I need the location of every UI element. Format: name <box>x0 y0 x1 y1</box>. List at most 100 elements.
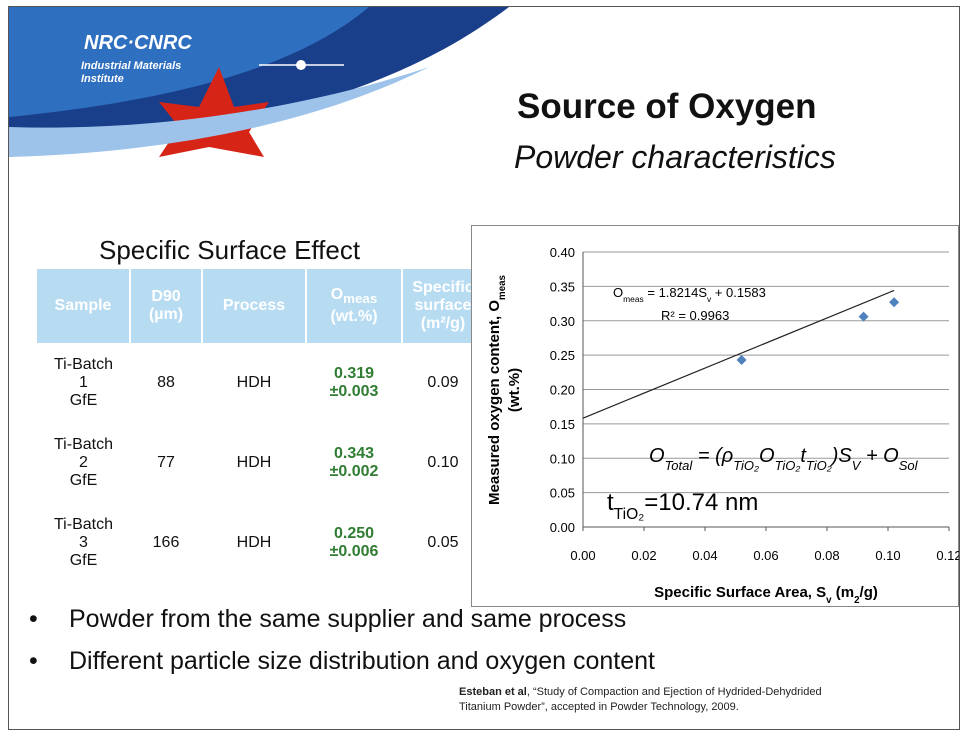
table-cell: 0.319±0.003 <box>306 343 402 423</box>
institute: Institute <box>81 73 124 85</box>
text-run: O <box>759 445 775 467</box>
bullet-text: Powder from the same supplier and same p… <box>69 605 626 633</box>
text-run: = 1.8214S <box>644 285 708 300</box>
cell-line: HDH <box>203 534 305 552</box>
column-header: D90(µm) <box>130 269 202 343</box>
r-squared: R² = 0.9963 <box>661 308 729 323</box>
text-run: + 0.1583 <box>711 285 766 300</box>
table-cell: Ti-Batch1GfE <box>37 343 130 423</box>
citation-author: Esteban et al <box>459 686 527 698</box>
slide: NRC·CNRC Industrial Materials Institute … <box>8 6 960 730</box>
x-tick-label: 0.08 <box>814 548 839 563</box>
text-run: Specific Surface Area, S <box>654 584 826 601</box>
subscript: meas <box>343 291 377 306</box>
cell-line: ±0.003 <box>307 383 401 401</box>
text-run: O <box>613 285 623 300</box>
cell-line: 77 <box>131 454 201 472</box>
table-cell: 77 <box>130 423 202 503</box>
text-run: =10.74 nm <box>644 489 758 516</box>
table-cell: 0.343±0.002 <box>306 423 402 503</box>
cell-line: 2 <box>38 454 129 472</box>
page: NRC·CNRC Industrial Materials Institute … <box>0 0 969 756</box>
y-tick-label: 0.10 <box>550 451 575 466</box>
cell-line: Ti-Batch <box>38 436 129 454</box>
header-line: D90 <box>132 288 200 306</box>
subscript: Total <box>665 458 694 473</box>
table-cell: 166 <box>130 503 202 583</box>
header-line: (wt.%) <box>308 308 400 326</box>
subscript: meas <box>623 294 644 304</box>
cell-line: HDH <box>203 454 305 472</box>
cell-line: ±0.006 <box>307 543 401 561</box>
text-run: /g) <box>860 584 878 601</box>
subtitle: Powder characteristics <box>514 139 836 176</box>
header-line: (µm) <box>132 306 200 324</box>
text-run: O <box>649 445 665 467</box>
table-cell: 0.250±0.006 <box>306 503 402 583</box>
cell-line: 0.343 <box>307 445 401 463</box>
cell-line: 0.250 <box>307 525 401 543</box>
bullet-text: Different particle size distribution and… <box>69 647 655 675</box>
subscript: Sol <box>899 458 919 473</box>
citation: Esteban et al, “Study of Compaction and … <box>459 685 822 715</box>
text-run: O <box>331 286 343 303</box>
text-run: )S <box>830 445 853 467</box>
subscript: meas <box>497 274 508 300</box>
y-tick-label: 0.00 <box>550 520 575 535</box>
subscript: TiO₂ <box>614 506 645 523</box>
cell-line: 88 <box>131 374 201 392</box>
institute: Industrial Materials <box>81 60 181 72</box>
table-row: Ti-Batch2GfE77HDH0.343±0.0020.10 <box>37 423 484 503</box>
cell-line: ±0.002 <box>307 463 401 481</box>
y-tick-label: 0.35 <box>550 279 575 294</box>
column-header: Process <box>202 269 306 343</box>
citation-text: , “Study of Compaction and Ejection of H… <box>527 686 822 698</box>
table-title: Specific Surface Effect <box>99 235 360 266</box>
citation-text: Titanium Powder”, accepted in Powder Tec… <box>459 701 739 713</box>
table-cell: 88 <box>130 343 202 423</box>
subscript: TiO₂ <box>806 458 832 473</box>
cell-line: 166 <box>131 534 201 552</box>
subscript: TiO₂ <box>775 458 801 473</box>
cell-line: GfE <box>38 472 129 490</box>
cell-line: GfE <box>38 552 129 570</box>
x-tick-label: 0.12 <box>936 548 959 563</box>
header-line: Omeas <box>308 286 400 308</box>
y-tick-label: 0.05 <box>550 486 575 501</box>
banner: NRC·CNRC Industrial Materials Institute <box>9 7 529 167</box>
table-cell: HDH <box>202 343 306 423</box>
y-tick-label: 0.25 <box>550 348 575 363</box>
table-cell: HDH <box>202 503 306 583</box>
text-run: = (ρ <box>692 445 733 467</box>
x-tick-label: 0.00 <box>570 548 595 563</box>
cell-line: Ti-Batch <box>38 516 129 534</box>
table-cell: HDH <box>202 423 306 503</box>
y-tick-label: 0.15 <box>550 417 575 432</box>
x-tick-label: 0.10 <box>875 548 900 563</box>
y-tick-label: 0.40 <box>550 245 575 260</box>
x-tick-label: 0.04 <box>692 548 717 563</box>
text-run: (m <box>832 584 855 601</box>
y-tick-label: 0.20 <box>550 383 575 398</box>
subscript: TiO₂ <box>733 458 759 473</box>
cell-line: GfE <box>38 392 129 410</box>
text-run: Measured oxygen content, O <box>486 300 503 505</box>
column-header: Sample <box>37 269 130 343</box>
y-tick-label: 0.30 <box>550 314 575 329</box>
cell-line: 3 <box>38 534 129 552</box>
chart: 0.00 0.05 0.10 0.15 0.20 0.25 0.30 0.35 0.40 0.00… <box>471 225 959 607</box>
bullet: •Powder from the same supplier and same … <box>29 605 626 634</box>
cell-line: 1 <box>38 374 129 392</box>
title: Source of Oxygen <box>517 87 817 127</box>
cell-line: Ti-Batch <box>38 356 129 374</box>
y-axis-label: (wt.%) <box>506 368 523 412</box>
bullet: •Different particle size distribution an… <box>29 647 655 676</box>
x-tick-label: 0.02 <box>631 548 656 563</box>
header-line: Process <box>204 297 304 315</box>
header-line: Sample <box>38 297 128 315</box>
